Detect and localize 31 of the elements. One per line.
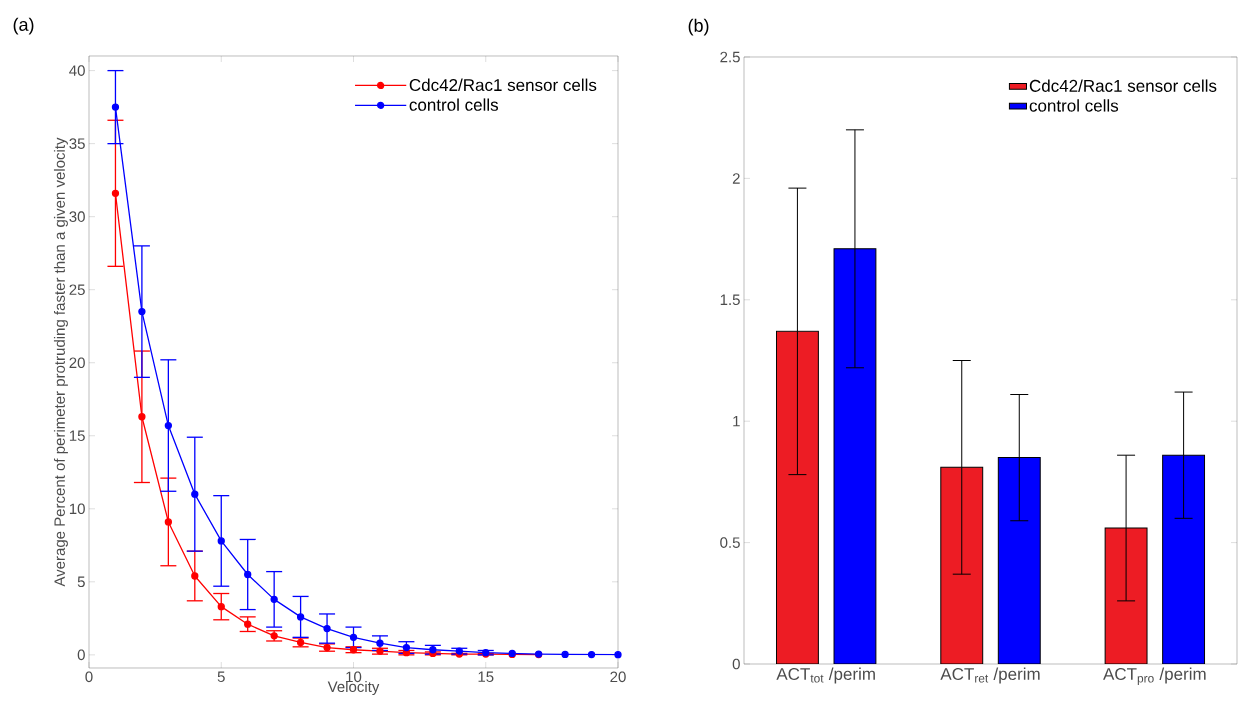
legend-label: control cells xyxy=(409,98,499,111)
x-axis-title: Velocity xyxy=(327,681,380,695)
y-tick-label: 15 xyxy=(69,430,85,441)
y-tick-label: 20 xyxy=(69,357,85,369)
legend-label: Cdc42/Rac1 sensor cells xyxy=(1029,79,1217,92)
chart-title: (b) xyxy=(688,18,709,36)
y-tick-label: 2 xyxy=(732,173,740,184)
legend-label: control cells xyxy=(1029,99,1119,112)
y-axis-title: Average Percent of perimeter protruding faster than a given velocity xyxy=(53,137,68,587)
x-tick-label: 20 xyxy=(610,671,626,683)
y-tick-label: 5 xyxy=(77,576,85,588)
x-tick-label: 15 xyxy=(478,671,494,682)
y-tick-label: 30 xyxy=(69,211,85,222)
y-tick-label: 35 xyxy=(69,138,85,149)
x-tick-label: ACT$_{pro}$ /perim xyxy=(1103,667,1206,685)
y-tick-label: 25 xyxy=(69,284,85,295)
y-tick-label: 1.5 xyxy=(720,294,740,306)
y-tick-label: 40 xyxy=(69,65,85,76)
x-tick-label: 5 xyxy=(217,671,225,682)
y-tick-label: 0 xyxy=(732,658,740,670)
x-tick-label: ACT$_{tot}$ /perim xyxy=(776,667,875,684)
chart-title: (a) xyxy=(13,17,34,35)
x-tick-label: ACT$_{ret}$ /perim xyxy=(940,667,1040,684)
y-tick-label: 2.5 xyxy=(720,51,740,63)
y-tick-label: 0.5 xyxy=(720,537,740,548)
y-tick-label: 1 xyxy=(733,416,740,427)
x-tick-label: 0 xyxy=(85,671,93,683)
y-tick-label: 0 xyxy=(77,649,85,661)
y-tick-label: 10 xyxy=(69,503,85,515)
legend-label: Cdc42/Rac1 sensor cells xyxy=(409,78,597,92)
x-tick-label: 10 xyxy=(346,671,362,683)
